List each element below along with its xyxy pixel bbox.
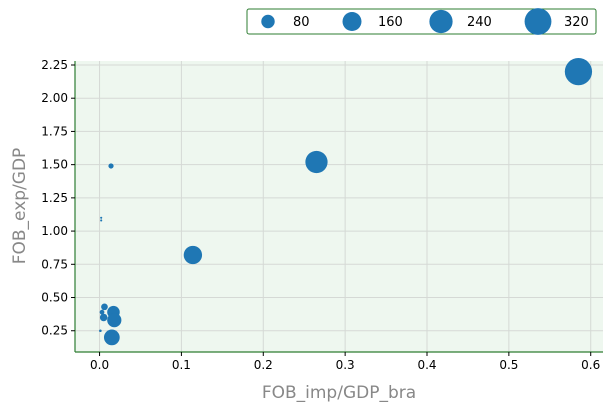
x-tick-label: 0.1 bbox=[172, 358, 191, 372]
data-point bbox=[305, 150, 328, 174]
legend-marker bbox=[261, 14, 275, 29]
legend-marker bbox=[342, 12, 362, 31]
y-tick-label: 0.75 bbox=[41, 257, 68, 271]
y-tick-label: 1.50 bbox=[41, 158, 68, 172]
legend-marker bbox=[524, 8, 552, 35]
y-tick-label: 2.25 bbox=[41, 58, 68, 72]
legend-label: 160 bbox=[378, 15, 403, 30]
plot-background bbox=[75, 61, 603, 352]
legend: 80 160 240 320 bbox=[246, 8, 597, 35]
x-tick-label: 0.6 bbox=[581, 358, 600, 372]
grid bbox=[75, 61, 603, 352]
data-points bbox=[99, 58, 593, 346]
data-point bbox=[100, 219, 103, 222]
data-point bbox=[99, 309, 105, 315]
x-tick-label: 0.3 bbox=[336, 358, 355, 372]
data-point bbox=[99, 313, 108, 322]
x-tick-label: 0.2 bbox=[254, 358, 273, 372]
y-tick-label: 2.00 bbox=[41, 91, 68, 105]
x-ticks: 0.0 0.1 0.2 0.3 0.4 0.5 0.6 bbox=[90, 352, 600, 372]
x-axis-label: FOB_imp/GDP_bra bbox=[262, 383, 416, 403]
legend-frame bbox=[246, 8, 597, 35]
data-point bbox=[183, 245, 203, 265]
data-point bbox=[101, 303, 108, 311]
y-tick-label: 0.50 bbox=[41, 291, 68, 305]
x-tick-label: 0.5 bbox=[499, 358, 518, 372]
data-point bbox=[108, 163, 114, 169]
y-tick-label: 1.00 bbox=[41, 224, 68, 238]
data-point bbox=[564, 58, 593, 86]
y-axis-label: FOB_exp/GDP bbox=[10, 148, 30, 265]
data-point bbox=[107, 312, 122, 328]
legend-marker bbox=[429, 9, 453, 34]
data-point bbox=[103, 329, 120, 346]
y-tick-label: 1.75 bbox=[41, 124, 68, 138]
x-tick-label: 0.0 bbox=[90, 358, 109, 372]
legend-label: 320 bbox=[564, 15, 589, 30]
y-ticks: 0.25 0.50 0.75 1.00 1.25 1.50 1.75 2.00 2.25 bbox=[41, 58, 75, 338]
y-tick-label: 0.25 bbox=[41, 324, 68, 338]
legend-label: 80 bbox=[293, 15, 310, 30]
y-tick-label: 1.25 bbox=[41, 191, 68, 205]
x-tick-label: 0.4 bbox=[417, 358, 436, 372]
data-point bbox=[99, 329, 102, 333]
data-point bbox=[100, 216, 103, 219]
legend-label: 240 bbox=[467, 15, 492, 30]
